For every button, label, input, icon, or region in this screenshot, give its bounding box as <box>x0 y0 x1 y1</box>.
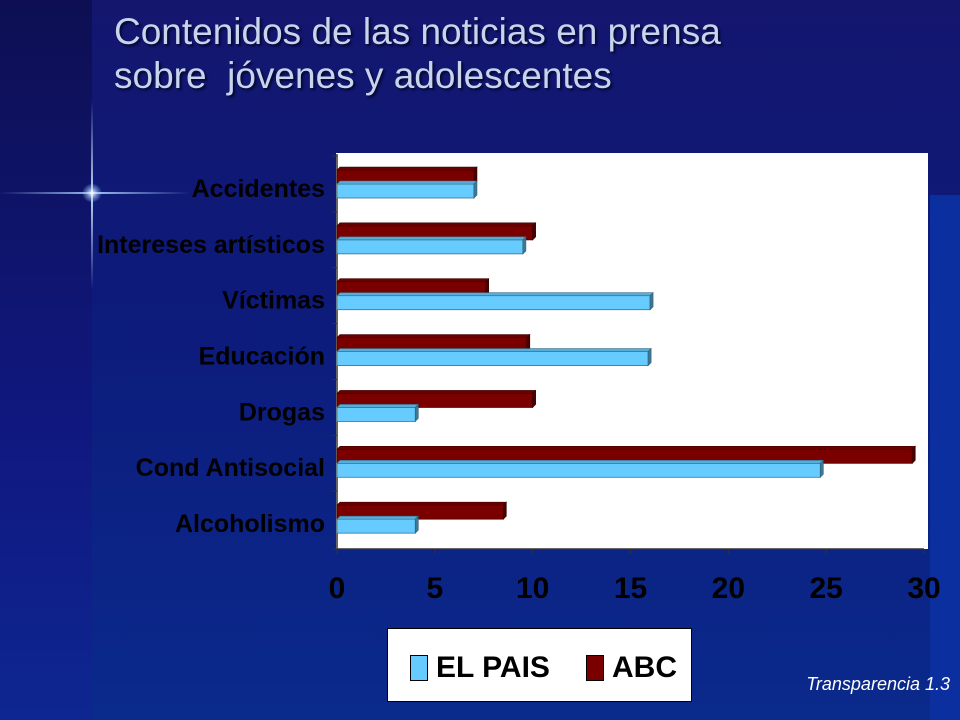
legend-swatch-el-pais <box>410 655 428 681</box>
x-tick-label: 0 <box>329 572 346 605</box>
y-category-label: Drogas <box>239 398 325 426</box>
right-strip-background <box>930 195 960 720</box>
bar-top-face <box>336 390 537 394</box>
legend-label-abc: ABC <box>612 651 677 684</box>
chart-legend: EL PAIS ABC <box>387 628 692 702</box>
bar-top-face <box>336 459 825 464</box>
bar-el-pais <box>336 295 651 311</box>
y-category-label: Intereses artísticos <box>97 231 325 259</box>
bar-end-face <box>503 501 507 520</box>
left-panel-background <box>0 0 92 720</box>
bar-el-pais <box>336 351 649 366</box>
bar-el-pais <box>336 239 524 255</box>
legend-label-el-pais: EL PAIS <box>436 651 550 684</box>
bar-el-pais <box>336 183 475 199</box>
bar-end-face <box>911 445 916 465</box>
bar-top-face <box>336 348 652 352</box>
bar-end-face <box>647 347 652 367</box>
bar-top-face <box>336 501 508 506</box>
bar-el-pais <box>336 462 821 478</box>
slide-title: Contenidos de las noticias en prensa sob… <box>114 10 934 98</box>
y-category-label: Víctimas <box>222 287 325 315</box>
bar-top-face <box>336 166 478 171</box>
x-tick-label: 10 <box>516 572 549 605</box>
slide-caption: Transparencia 1.3 <box>806 674 950 694</box>
x-tick-label: 5 <box>426 572 443 605</box>
x-tick-label: 15 <box>614 572 647 605</box>
bar-end-face <box>532 389 536 409</box>
sparkle-decoration-core <box>82 184 102 202</box>
bar-top-face <box>336 222 537 227</box>
y-category-label: Cond Antisocial <box>136 454 325 482</box>
bar-top-face <box>336 515 419 520</box>
bar-end-face <box>473 180 478 199</box>
bar-end-face <box>532 222 536 241</box>
bar-el-pais <box>336 407 416 422</box>
y-category-label: Accidentes <box>192 175 325 203</box>
y-category-label: Alcoholismo <box>175 510 325 538</box>
bar-end-face <box>522 236 527 255</box>
bar-top-face <box>336 180 478 185</box>
bar-top-face <box>336 445 916 450</box>
bar-el-pais <box>336 518 416 534</box>
y-category-label: Educación <box>199 343 325 371</box>
x-tick-label: 25 <box>809 572 842 605</box>
bar-top-face <box>336 236 527 241</box>
legend-swatch-abc <box>586 655 604 681</box>
slide-title-line-1: Contenidos de las noticias en prensa <box>114 11 721 52</box>
bar-end-face <box>819 459 824 479</box>
x-tick-label: 20 <box>712 572 745 605</box>
bar-top-face <box>336 278 490 283</box>
bar-top-face <box>336 334 531 338</box>
slide-title-line-2: sobre jóvenes y adolescentes <box>114 55 612 96</box>
bar-end-face <box>414 403 419 423</box>
bar-end-face <box>414 515 419 534</box>
bar-end-face <box>649 291 654 311</box>
bar-top-face <box>336 404 419 408</box>
bar-top-face <box>336 292 654 297</box>
x-tick-label: 30 <box>907 572 940 605</box>
